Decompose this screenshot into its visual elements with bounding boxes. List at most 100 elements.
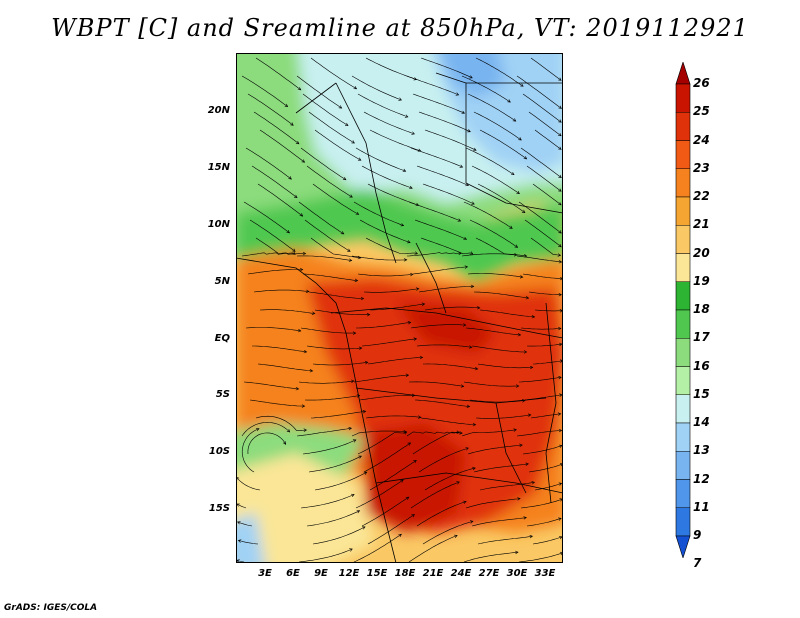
streamline <box>475 57 524 87</box>
streamline-arrow <box>360 296 365 301</box>
streamline <box>530 57 562 81</box>
colorbar-label: 9 <box>693 528 702 542</box>
streamline-arrow <box>363 471 368 475</box>
streamline <box>414 219 467 240</box>
streamline <box>418 111 471 132</box>
streamline-arrow <box>411 393 416 398</box>
streamline-arrow <box>516 190 520 195</box>
streamline-arrow <box>358 346 363 350</box>
x-tick-9e: 9E <box>314 568 328 579</box>
streamline-arrow <box>301 404 306 408</box>
streamline <box>473 291 529 299</box>
streamline-arrow <box>529 534 534 539</box>
streamline-arrow <box>472 422 477 427</box>
streamline-arrow <box>286 429 291 433</box>
streamline-arrow <box>237 521 241 525</box>
streamline-arrow <box>472 466 476 471</box>
streamline <box>245 327 301 332</box>
streamline-arrow <box>512 118 517 122</box>
streamline <box>516 75 562 109</box>
streamline <box>306 345 362 350</box>
streamline <box>420 417 476 425</box>
colorbar-swatch <box>675 337 691 367</box>
streamline-arrow <box>400 479 404 483</box>
streamline <box>461 429 517 437</box>
streamline <box>363 111 415 135</box>
streamline <box>237 521 253 527</box>
streamline <box>296 75 342 109</box>
streamline-arrow <box>419 355 424 360</box>
streamline <box>420 57 473 79</box>
streamline-arrow <box>520 83 524 87</box>
streamline <box>528 463 563 473</box>
streamline <box>243 381 299 390</box>
colorbar-swatch <box>675 507 691 537</box>
y-tick-10s: 10S <box>208 446 230 457</box>
streamline <box>518 201 562 234</box>
streamline <box>424 467 476 491</box>
x-tick-27e: 27E <box>478 568 500 579</box>
streamline <box>353 533 402 563</box>
streamline-arrow <box>348 426 353 431</box>
colorbar-label: 7 <box>693 556 702 571</box>
colorbar-label: 13 <box>693 443 710 458</box>
streamline <box>359 219 411 243</box>
streamline <box>532 360 563 365</box>
streamline <box>351 255 407 261</box>
streamline <box>524 219 562 248</box>
streamline <box>351 75 402 101</box>
streamline <box>461 75 511 103</box>
streamline-arrow <box>558 174 562 178</box>
dark-red-core-2 <box>396 303 496 353</box>
streamline-arrow <box>411 514 415 518</box>
streamline-arrow <box>518 137 522 141</box>
streamline <box>469 219 518 248</box>
streamline <box>422 521 473 545</box>
streamline <box>424 306 480 311</box>
streamline-arrow <box>297 87 302 91</box>
streamline <box>241 428 260 473</box>
colorbar-label: 24 <box>693 132 710 147</box>
streamline <box>298 201 344 235</box>
streamline <box>530 237 561 256</box>
colorbar-label: 18 <box>693 302 710 316</box>
streamline <box>249 399 305 407</box>
streamline-arrow <box>409 185 413 189</box>
streamline <box>298 380 354 384</box>
streamline <box>351 430 407 437</box>
streamline-arrow <box>292 251 296 255</box>
streamline <box>236 477 261 491</box>
streamline <box>463 381 519 387</box>
streamline <box>416 501 467 527</box>
streamline <box>312 526 366 545</box>
streamline <box>471 345 527 353</box>
colorbar-swatch <box>675 422 691 452</box>
streamline <box>520 147 562 178</box>
streamline-arrow <box>558 326 562 331</box>
streamline-arrow <box>465 182 469 187</box>
streamline <box>304 395 360 401</box>
x-tick-30e: 30E <box>506 568 528 579</box>
streamline <box>410 481 460 509</box>
streamline-arrow <box>421 302 426 306</box>
streamline <box>367 357 423 365</box>
streamline-arrow <box>558 428 563 433</box>
streamline-arrow <box>356 394 361 398</box>
streamline-arrow <box>523 516 527 520</box>
streamline <box>475 414 531 419</box>
streamline <box>528 291 562 295</box>
streamline-arrow <box>362 409 367 414</box>
streamline-arrow <box>519 275 524 279</box>
streamline <box>302 439 357 455</box>
streamline <box>236 560 245 563</box>
streamline-arrow <box>559 463 563 467</box>
streamline-arrow <box>469 251 474 255</box>
y-tick-eq: EQ <box>214 333 230 344</box>
streamline-arrow <box>413 460 417 464</box>
streamline-arrow <box>461 110 466 114</box>
streamline <box>302 93 349 126</box>
streamline <box>300 147 347 181</box>
streamline-arrow <box>476 306 481 310</box>
streamline <box>369 460 417 491</box>
streamline-arrow <box>558 292 563 297</box>
